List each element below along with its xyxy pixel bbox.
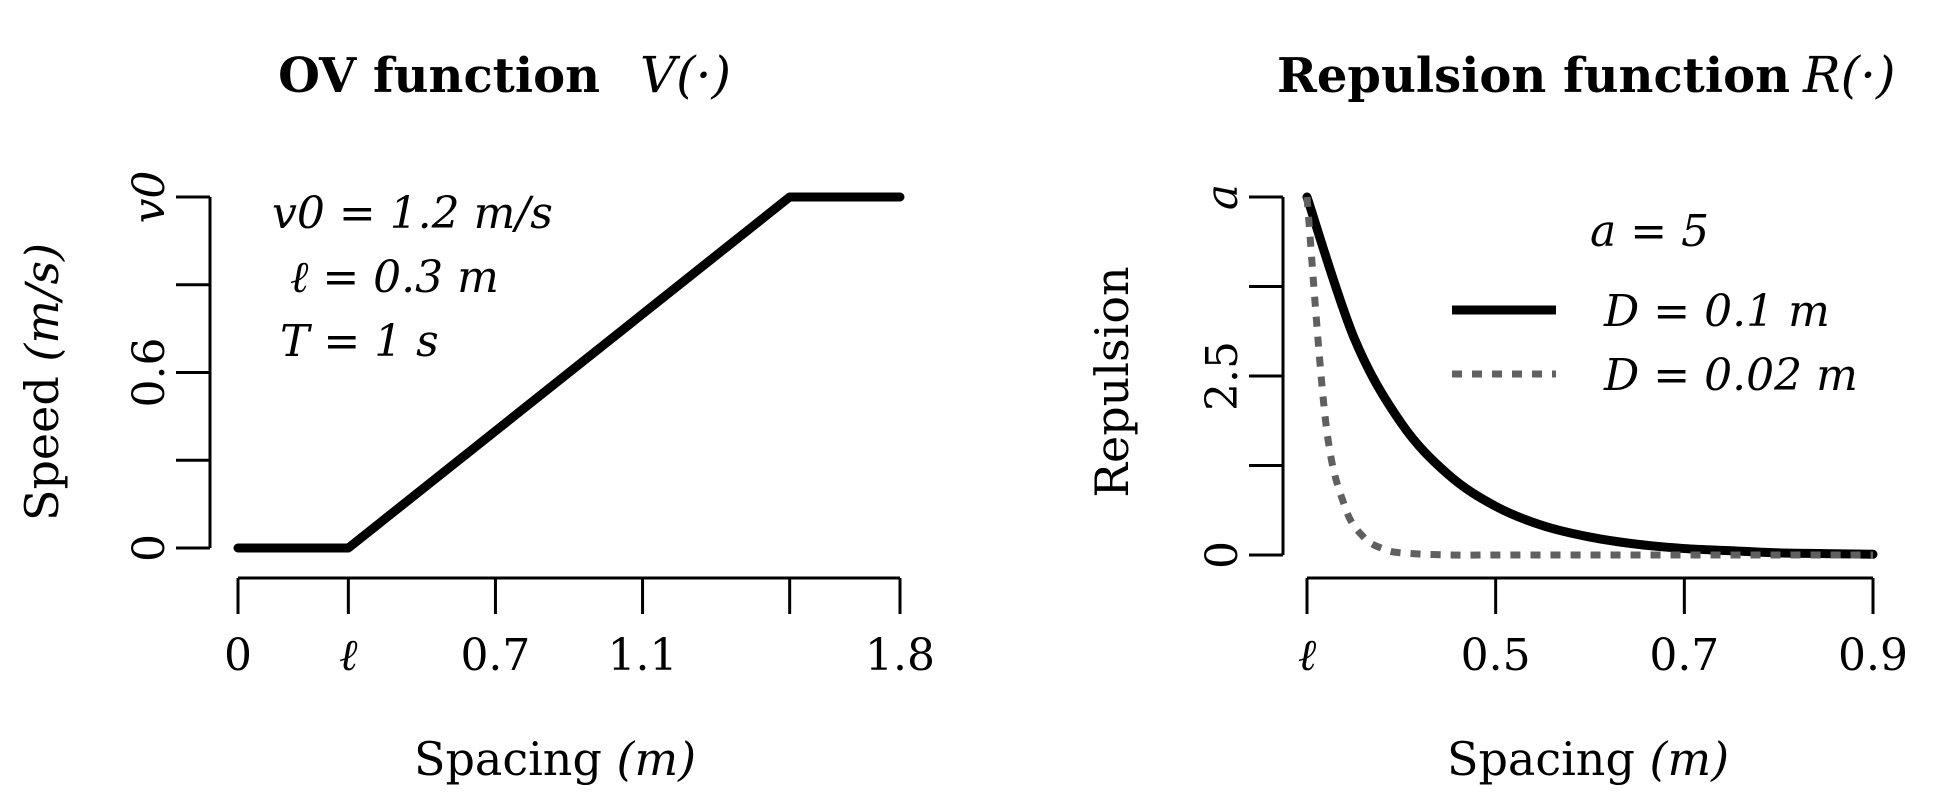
rep-param-label: a = 5 (1590, 206, 1709, 257)
rep-y-tick-label-4: a (1197, 184, 1248, 210)
rep-y-tick-label-0: 0 (1197, 541, 1248, 569)
ov-x-label: Spacing (m) (414, 732, 696, 786)
legend-label-d002: D = 0.02 m (1603, 350, 1858, 401)
ov-title: OV function (278, 48, 600, 104)
legend-label-d01: D = 0.1 m (1603, 286, 1830, 337)
ov-curve (233, 192, 905, 553)
ov-x-tick-label-2: 0.7 (460, 630, 530, 681)
ov-annotation-T-text: T = 1 s (280, 316, 439, 367)
rep-x-tick-label-2: 0.7 (1649, 630, 1719, 681)
ov-function-panel: OV function V(·) 0 0.6 v0 0 ℓ 0.7 1.1 1.8 v0 =… (15, 46, 935, 786)
ov-x-label-unit: (m) (617, 732, 697, 786)
ov-y-label-main: Speed (15, 362, 69, 521)
ov-x-tick-label-3: 1.1 (608, 630, 678, 681)
rep-title-math: R(·) (1802, 46, 1896, 104)
repulsion-function-panel: Repulsion function R(·) 0 2.5 a ℓ 0.5 0.7 0.9… (1085, 46, 1908, 786)
rep-x-label: Spacing (m) (1447, 732, 1729, 786)
ov-y-label-unit: (m/s) (15, 243, 69, 362)
ov-annotation-v0: v0 = 1.2 m/s (272, 188, 553, 239)
rep-y-label: Repulsion (1085, 266, 1139, 497)
ov-x-tick-label-1: ℓ (339, 630, 358, 681)
ov-annotation-l-text: ℓ = 0.3 m (290, 252, 499, 303)
ov-annotation-T: T = 1 s (280, 316, 439, 367)
rep-legend: D = 0.1 m D = 0.02 m (1452, 286, 1858, 401)
rep-title: Repulsion function (1277, 48, 1790, 104)
ov-x-label-main: Spacing (414, 732, 617, 786)
ov-x-tick-label-0: 0 (224, 630, 252, 681)
ov-title-math: V(·) (640, 46, 731, 104)
ov-annotation-l: ℓ = 0.3 m (290, 252, 499, 303)
rep-x-label-main: Spacing (1447, 732, 1650, 786)
rep-x-tick-label-1: 0.5 (1461, 630, 1531, 681)
rep-curve-d002 (1303, 196, 1873, 559)
rep-y-tick-label-2: 2.5 (1197, 341, 1248, 411)
rep-x-label-unit: (m) (1650, 732, 1730, 786)
rep-x-tick-label-3: 0.9 (1838, 630, 1908, 681)
ov-y-tick-label-0: 0 (124, 534, 175, 562)
ov-x-tick-label-5: 1.8 (865, 630, 935, 681)
ov-y-tick-label-4: v0 (124, 171, 175, 224)
rep-x-tick-label-0: ℓ (1298, 630, 1317, 681)
ov-annotation-v0-text: v0 = 1.2 m/s (272, 188, 553, 239)
ov-y-tick-label-2: 0.6 (124, 338, 175, 408)
ov-y-label: Speed (m/s) (15, 243, 69, 521)
